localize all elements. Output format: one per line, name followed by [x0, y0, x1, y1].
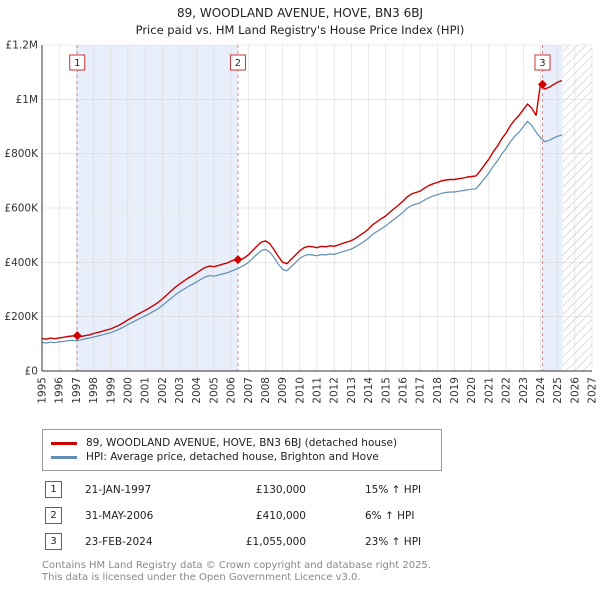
- svg-text:2003: 2003: [174, 377, 186, 404]
- svg-text:1997: 1997: [71, 377, 83, 404]
- footer-line-1: Contains HM Land Registry data © Crown c…: [42, 560, 431, 571]
- svg-text:2016: 2016: [397, 377, 409, 404]
- sale-price: £410,000: [255, 509, 306, 522]
- license-footer: Contains HM Land Registry data © Crown c…: [42, 560, 600, 584]
- sale-number-badge: 1: [45, 481, 62, 498]
- svg-text:1996: 1996: [54, 377, 66, 404]
- sale-price: £130,000: [255, 483, 306, 496]
- svg-text:2008: 2008: [260, 377, 272, 404]
- svg-text:2022: 2022: [501, 377, 513, 404]
- svg-text:2005: 2005: [208, 377, 220, 404]
- svg-text:2006: 2006: [226, 377, 238, 404]
- svg-text:2002: 2002: [157, 377, 169, 404]
- svg-text:£600K: £600K: [4, 203, 39, 215]
- svg-text:2015: 2015: [380, 377, 392, 404]
- legend-label: HPI: Average price, detached house, Brig…: [86, 451, 379, 463]
- property-line-swatch: [51, 441, 77, 445]
- svg-text:2025: 2025: [552, 377, 564, 404]
- svg-text:2010: 2010: [294, 377, 306, 404]
- sale-number-badge: 2: [45, 507, 62, 524]
- page-subtitle: Price paid vs. HM Land Registry's House …: [135, 23, 465, 37]
- svg-text:£1M: £1M: [16, 94, 38, 106]
- svg-text:1: 1: [74, 58, 80, 69]
- svg-text:1999: 1999: [105, 377, 117, 404]
- svg-text:2012: 2012: [329, 377, 341, 404]
- sales-table: 1 21-JAN-1997 £130,000 15% ↑ HPI 2 31-MA…: [45, 481, 600, 550]
- svg-text:2009: 2009: [277, 377, 289, 404]
- svg-text:2000: 2000: [122, 377, 134, 404]
- hpi-line-swatch: [51, 455, 77, 459]
- sale-hpi-delta: 23% ↑ HPI: [365, 535, 422, 548]
- svg-text:2023: 2023: [518, 377, 530, 404]
- svg-text:£800K: £800K: [4, 148, 39, 160]
- sale-hpi-delta: 15% ↑ HPI: [365, 483, 422, 496]
- legend-item-hpi: HPI: Average price, detached house, Brig…: [51, 451, 433, 463]
- svg-text:2014: 2014: [363, 377, 375, 404]
- svg-text:2017: 2017: [415, 377, 427, 404]
- svg-text:2026: 2026: [569, 377, 581, 404]
- svg-text:£1.2M: £1.2M: [6, 40, 38, 52]
- svg-text:2: 2: [235, 58, 241, 69]
- sale-date: 23-FEB-2024: [85, 535, 153, 548]
- svg-text:£400K: £400K: [4, 257, 39, 269]
- sale-hpi-delta: 6% ↑ HPI: [365, 509, 415, 522]
- svg-text:2001: 2001: [140, 377, 152, 404]
- svg-text:2004: 2004: [191, 377, 203, 404]
- svg-text:£200K: £200K: [4, 311, 39, 323]
- svg-text:2013: 2013: [346, 377, 358, 404]
- sale-date: 31-MAY-2006: [85, 509, 154, 522]
- sale-number-badge: 3: [45, 533, 62, 550]
- legend-label: 89, WOODLAND AVENUE, HOVE, BN3 6BJ (deta…: [86, 437, 398, 449]
- sale-row: 3 23-FEB-2024 £1,055,000 23% ↑ HPI: [45, 533, 600, 550]
- page-title: 89, WOODLAND AVENUE, HOVE, BN3 6BJ: [176, 6, 424, 20]
- footer-line-2: This data is licensed under the Open Gov…: [42, 572, 361, 583]
- svg-text:2027: 2027: [587, 377, 599, 404]
- svg-text:3: 3: [539, 58, 545, 69]
- svg-text:2020: 2020: [466, 377, 478, 404]
- price-chart: 1 2 3 £0 £200K £400K £600K £800K £1M £1.2M 1995 199…: [4, 40, 599, 404]
- svg-text:2011: 2011: [312, 377, 324, 404]
- sale-price: £1,055,000: [245, 535, 306, 548]
- svg-text:2007: 2007: [243, 377, 255, 404]
- sale-date: 21-JAN-1997: [85, 483, 152, 496]
- svg-text:2019: 2019: [449, 377, 461, 404]
- chart-legend: 89, WOODLAND AVENUE, HOVE, BN3 6BJ (deta…: [42, 429, 442, 471]
- svg-text:1998: 1998: [88, 377, 100, 404]
- svg-text:2018: 2018: [432, 377, 444, 404]
- chart-header: 89, WOODLAND AVENUE, HOVE, BN3 6BJ Price…: [0, 0, 600, 37]
- sale-row: 1 21-JAN-1997 £130,000 15% ↑ HPI: [45, 481, 600, 498]
- legend-item-property: 89, WOODLAND AVENUE, HOVE, BN3 6BJ (deta…: [51, 437, 433, 449]
- svg-text:2024: 2024: [535, 377, 547, 404]
- svg-text:£0: £0: [25, 366, 38, 378]
- svg-text:2021: 2021: [483, 377, 495, 404]
- sale-row: 2 31-MAY-2006 £410,000 6% ↑ HPI: [45, 507, 600, 524]
- svg-text:1995: 1995: [37, 377, 49, 404]
